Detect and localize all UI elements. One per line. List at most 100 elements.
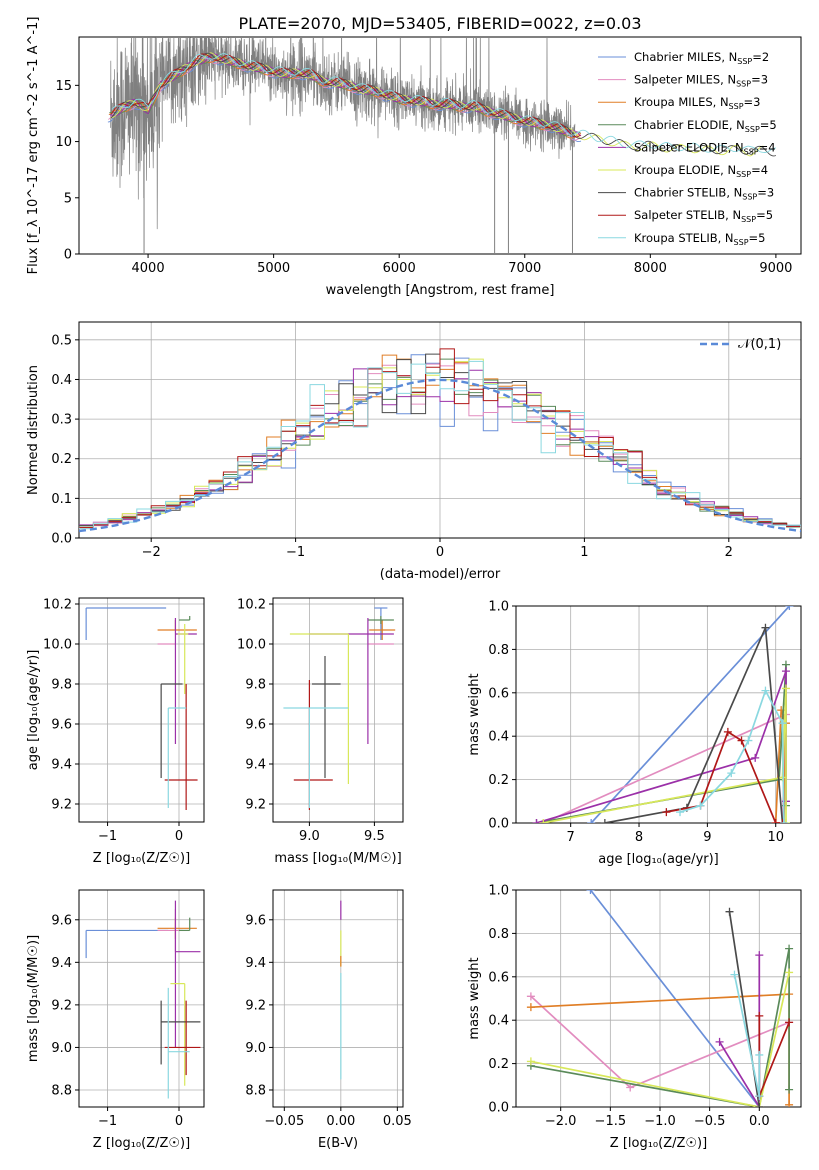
y-tick-label: 9.8 [245,678,266,693]
weight-point-marker [676,808,685,817]
y-tick-label: 9.4 [51,956,72,971]
y-tick-label: 9.4 [245,956,266,971]
x-tick-label: −0.5 [694,1114,726,1129]
y-tick-label: 9.8 [51,678,72,693]
weight-point-marker [785,944,794,953]
y-tick-label: 8.8 [51,1083,72,1098]
y-tick-label: 0 [64,248,72,263]
y-tick-label: 0.4 [51,373,72,388]
weight-point-marker [526,1057,535,1066]
y-tick-label: 1.0 [488,884,509,899]
model-line-chabrier-miles [107,56,582,143]
histogram-kroupa-stelib [79,360,801,530]
y-tick-label: 0.2 [488,1057,509,1072]
axes-frame [515,605,802,824]
y-tick-label: 0.6 [488,970,509,985]
y-tick-label: 0.2 [488,773,509,788]
x-tick-label: 0 [175,829,183,844]
legend-entry: Salpeter ELODIE, NSSP=4 [634,140,776,156]
x-tick-label: −2 [142,545,161,560]
x-axis-label: mass [log₁₀(M/M☉)] [274,851,401,866]
y-tick-label: 10.2 [43,598,72,613]
weight-point-marker [755,1092,764,1101]
axes-frame [78,889,205,1108]
x-tick-label: 0.0 [749,1114,770,1129]
x-tick-label: 9 [703,830,711,845]
x-tick-label: −0.05 [264,1114,304,1129]
y-tick-label: 0.3 [51,413,72,428]
weight-line [718,955,761,1107]
x-tick-label: 8000 [634,261,667,276]
weight-point-marker [761,623,770,632]
x-tick-label: 7 [567,830,575,845]
weight-line [589,890,760,1107]
x-tick-label: −1.5 [595,1114,627,1129]
weight-point-marker [755,1050,764,1059]
y-axis-label: Flux [f_λ 10^-17 erg cm^-2 s^-1 A^-1] [26,17,41,275]
weight-vs-metallicity-panel: −2.0 −1.5 −1.0 −0.5 0.0 0.0 0.2 0.4 0.6 0.8 1.0 Z [… [467,884,802,1151]
y-axis-label: mass weight [467,957,482,1039]
legend-entry: Chabrier STELIB, NSSP=3 [634,186,774,202]
model-line-salpeter-stelib [111,53,581,138]
weight-point-marker [761,686,770,695]
weight-point-marker [755,1103,764,1107]
y-tick-label: 0.4 [488,730,509,745]
x-tick-label: −1 [98,829,117,844]
legend-entry: Salpeter MILES, NSSP=3 [634,73,768,89]
weight-line [666,730,783,823]
weight-point-marker [526,1003,535,1012]
x-tick-label: −1 [286,545,305,560]
y-tick-label: 1.0 [488,600,509,615]
axes-frame [272,889,404,1108]
weight-point-marker [600,819,609,823]
weight-point-marker [779,819,788,823]
x-tick-label: −1 [98,1114,117,1129]
weight-point-marker [539,819,548,823]
age-vs-mass-panel: 9.0 9.5 9.2 9.4 9.6 9.8 10.0 10.2 mass [log₁₀(M/… [237,597,404,866]
residual-histogram-panel: −2 −1 0 1 2 0.0 0.1 0.2 0.3 0.4 0.5 (data-model)/er… [26,321,802,582]
y-tick-label: 0.2 [51,452,72,467]
mass-vs-extinction-panel: −0.05 0.00 0.05 8.8 9.0 9.2 9.4 9.6 E(B-V) [245,889,412,1151]
x-tick-label: 5000 [257,261,290,276]
x-axis-label: Z [log₁₀(Z/Z☉)] [93,851,190,866]
figure-title: PLATE=2070, MJD=53405, FIBERID=0022, z=0… [238,14,641,33]
y-tick-label: 0.5 [51,333,72,348]
model-line-chabrier-stelib [110,52,777,157]
weight-vs-age-panel: 7 8 9 10 0.0 0.2 0.4 0.6 0.8 1.0 age [log₁₀(age/yr… [467,600,802,867]
y-axis-label: Normed distribution [26,365,41,495]
y-tick-label: 0.0 [488,1101,509,1116]
weight-point-marker [532,819,541,823]
x-tick-label: 10 [767,830,784,845]
weight-point-marker [737,736,746,745]
y-tick-label: 9.0 [51,1041,72,1056]
x-tick-label: 7000 [508,261,541,276]
y-tick-label: 9.2 [245,798,266,813]
x-tick-label: 1 [580,545,588,560]
weight-line [530,972,790,1107]
y-tick-label: 9.6 [51,718,72,733]
y-tick-label: 9.2 [245,998,266,1013]
x-tick-label: 0 [175,1114,183,1129]
x-tick-label: 2 [725,545,733,560]
weight-point-marker [744,736,753,745]
data-spectrum-line [110,37,576,230]
y-tick-label: 10 [55,135,72,150]
y-tick-label: 0.8 [488,927,509,942]
weight-point-marker [730,970,739,979]
x-axis-label: Z [log₁₀(Z/Z☉)] [610,1136,707,1151]
x-tick-label: 4000 [132,261,165,276]
y-tick-label: 9.6 [245,913,266,928]
y-axis-label: mass [log₁₀(M/M☉)] [26,935,41,1062]
legend-entry: Salpeter STELIB, NSSP=5 [634,208,773,224]
x-axis-label: Z [log₁₀(Z/Z☉)] [93,1136,190,1151]
y-tick-label: 9.4 [51,758,72,773]
x-tick-label: 8 [635,830,643,845]
y-tick-label: 0.1 [51,492,72,507]
weight-line [542,713,787,823]
y-tick-label: 9.4 [245,758,266,773]
y-axis-label: mass weight [467,673,482,755]
x-tick-label: 0.05 [383,1114,412,1129]
weight-point-marker [586,890,595,894]
y-tick-label: 9.2 [51,798,72,813]
